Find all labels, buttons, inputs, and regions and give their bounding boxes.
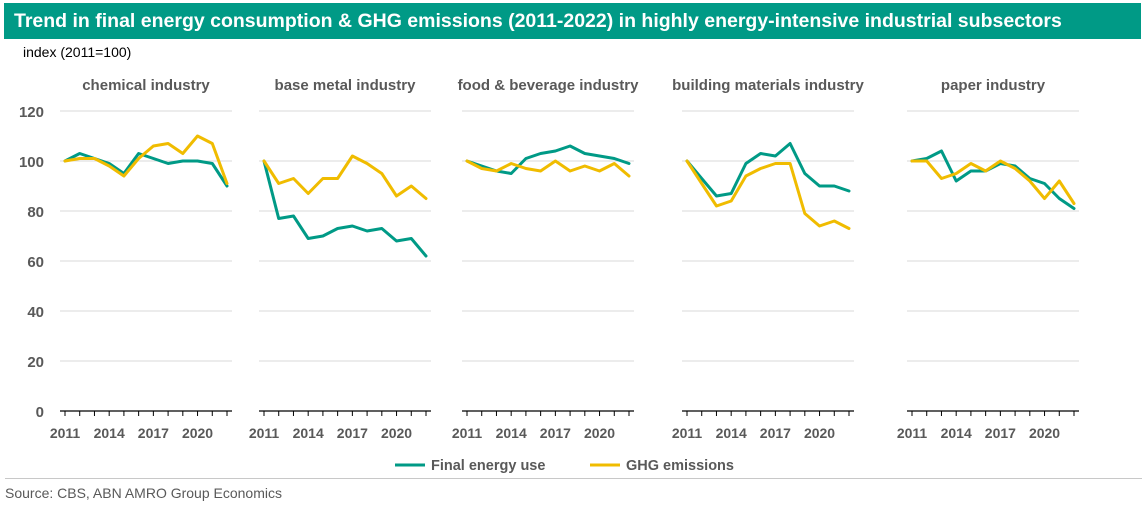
small-multiples-chart: 0 20 40 60 80 100 120 2011 2014 2017 2020 chemical … bbox=[19, 77, 1079, 441]
x-tick-label: 2017 bbox=[760, 425, 791, 441]
panel-4: 2011 2014 2017 2020 building materials indus… bbox=[672, 77, 865, 441]
x-tick-label: 2014 bbox=[94, 425, 125, 441]
series-line-final-energy-use bbox=[685, 142, 851, 198]
series-line-ghg-emissions bbox=[465, 159, 631, 178]
y-tick-label: 0 bbox=[36, 404, 44, 421]
x-tick-label: 2014 bbox=[941, 425, 972, 441]
footer-divider bbox=[5, 478, 1142, 479]
x-tick-label: 2017 bbox=[138, 425, 169, 441]
source-note: Source: CBS, ABN AMRO Group Economics bbox=[5, 485, 282, 501]
x-tick-label: 2017 bbox=[985, 425, 1016, 441]
series-line-final-energy-use bbox=[262, 159, 428, 258]
x-tick-label: 2011 bbox=[452, 425, 483, 441]
y-tick-label: 100 bbox=[19, 154, 44, 171]
chart-title: Trend in final energy consumption & GHG … bbox=[4, 3, 1141, 39]
panel-title: building materials industry bbox=[672, 77, 864, 94]
y-tick-label: 120 bbox=[19, 104, 44, 121]
x-tick-label: 2020 bbox=[381, 425, 412, 441]
x-tick-label: 2020 bbox=[584, 425, 615, 441]
x-tick-label: 2011 bbox=[897, 425, 928, 441]
series-line-final-energy-use bbox=[910, 149, 1076, 210]
panel-5: 2011 2014 2017 2020 paper industry bbox=[897, 77, 1079, 441]
x-tick-label: 2020 bbox=[804, 425, 835, 441]
y-axis-unit-label: index (2011=100) bbox=[23, 44, 132, 60]
x-tick-label: 2020 bbox=[182, 425, 213, 441]
series-line-ghg-emissions bbox=[685, 159, 851, 230]
x-tick-label: 2017 bbox=[540, 425, 571, 441]
y-tick-label: 40 bbox=[27, 304, 44, 321]
panel-title: food & beverage industry bbox=[458, 77, 640, 94]
panel-title: chemical industry bbox=[82, 77, 210, 94]
x-tick-label: 2017 bbox=[337, 425, 368, 441]
x-tick-label: 2014 bbox=[293, 425, 324, 441]
panel-1: 2011 2014 2017 2020 chemical industry bbox=[50, 77, 232, 441]
y-tick-label: 60 bbox=[27, 254, 44, 271]
legend-label-ghg-emissions: GHG emissions bbox=[626, 458, 734, 474]
x-tick-label: 2011 bbox=[50, 425, 81, 441]
series-line-ghg-emissions bbox=[262, 154, 428, 200]
panel-2: 2011 2014 2017 2020 base metal industry bbox=[249, 77, 431, 441]
x-tick-label: 2014 bbox=[496, 425, 527, 441]
series-line-ghg-emissions bbox=[63, 134, 229, 185]
x-tick-label: 2014 bbox=[716, 425, 747, 441]
x-tick-label: 2020 bbox=[1029, 425, 1060, 441]
legend-label-final-energy-use: Final energy use bbox=[431, 458, 545, 474]
x-tick-label: 2011 bbox=[249, 425, 280, 441]
y-tick-label: 80 bbox=[27, 204, 44, 221]
x-tick-label: 2011 bbox=[672, 425, 703, 441]
panel-3: 2011 2014 2017 2020 food & beverage industry bbox=[452, 77, 639, 441]
panel-title: paper industry bbox=[941, 77, 1046, 94]
legend: Final energy use GHG emissions bbox=[395, 458, 734, 474]
panel-title: base metal industry bbox=[275, 77, 417, 94]
series-line-ghg-emissions bbox=[910, 159, 1076, 205]
y-tick-label: 20 bbox=[27, 354, 44, 371]
